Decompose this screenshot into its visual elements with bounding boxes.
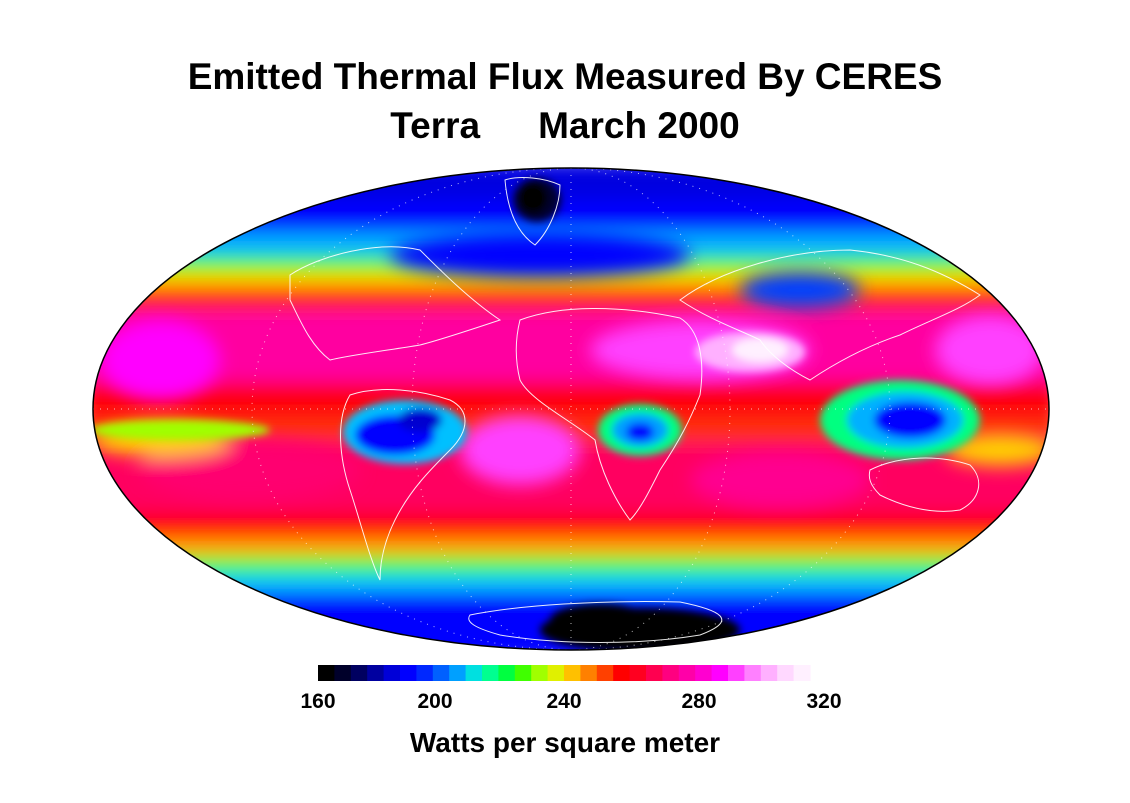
colorbar-swatch: [678, 665, 696, 681]
colorbar-swatch: [498, 665, 516, 681]
colorbar-swatch: [547, 665, 565, 681]
map-outline: [92, 167, 1050, 651]
colorbar-swatch: [564, 665, 581, 681]
colorbar-swatch: [744, 665, 762, 681]
colorbar-tick-label: 280: [681, 690, 717, 713]
colorbar-swatch: [613, 665, 631, 681]
colorbar-swatch: [514, 665, 532, 681]
colorbar-swatch: [777, 665, 795, 681]
colorbar-swatch: [711, 665, 729, 681]
date-label: March 2000: [538, 105, 740, 146]
colorbar-swatch: [728, 665, 745, 681]
colorbar-swatch: [629, 665, 647, 681]
colorbar-swatch: [580, 665, 598, 681]
colorbar-swatch: [432, 665, 450, 681]
colorbar-swatch: [695, 665, 713, 681]
colorbar-swatch: [400, 665, 417, 681]
colorbar-tick-label: 320: [806, 690, 842, 713]
map-title: Emitted Thermal Flux Measured By CERES: [187, 56, 943, 97]
colorbar-swatch: [793, 665, 811, 681]
colorbar-tick-label: 240: [546, 690, 582, 713]
colorbar-swatch: [482, 665, 499, 681]
colorbar-swatch: [662, 665, 680, 681]
colorbar-swatch: [416, 665, 434, 681]
colorbar-swatch: [367, 665, 385, 681]
colorbar-swatch: [383, 665, 401, 681]
colorbar-swatch: [334, 665, 352, 681]
units-label: Watts per square meter: [409, 727, 721, 758]
colorbar-swatch: [350, 665, 368, 681]
colorbar-swatch: [465, 665, 483, 681]
colorbar-tick-label: 160: [300, 690, 336, 713]
colorbar-swatch: [449, 665, 467, 681]
colorbar-swatch: [596, 665, 614, 681]
coastlines: [289, 177, 981, 643]
colorbar-swatch: [760, 665, 778, 681]
colorbar: [318, 665, 811, 681]
satellite-name: Terra: [390, 105, 481, 146]
graticule: [93, 168, 1049, 650]
map-subtitle: Terra March 2000: [0, 107, 1130, 144]
colorbar-swatch: [318, 665, 335, 681]
colorbar-swatch: [646, 665, 663, 681]
flux-field: [93, 168, 1049, 650]
colorbar-swatch: [531, 665, 549, 681]
colorbar-tick-label: 200: [417, 690, 453, 713]
